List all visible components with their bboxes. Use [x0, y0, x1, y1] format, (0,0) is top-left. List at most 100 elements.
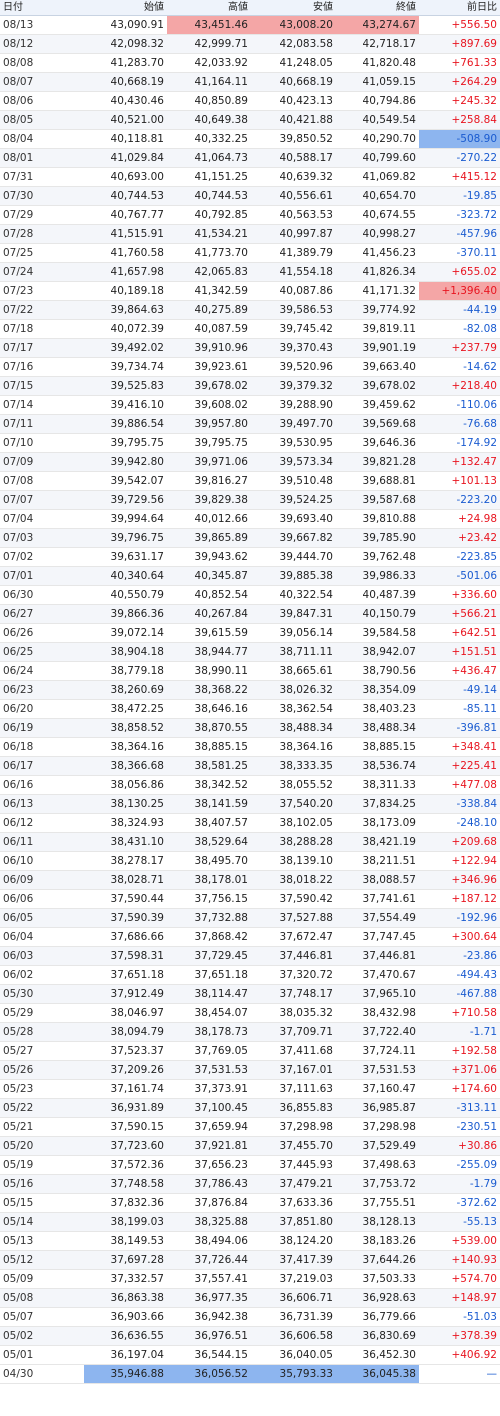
cell-low: 36,855.83 — [251, 1098, 336, 1118]
cell-close: 37,755.51 — [336, 1193, 419, 1213]
cell-date: 07/11 — [0, 414, 84, 434]
table-row: 08/01 41,029.84 41,064.73 40,588.17 40,799.6… — [0, 148, 500, 168]
cell-close: 38,183.26 — [336, 1231, 419, 1251]
cell-open: 37,590.15 — [84, 1117, 167, 1137]
cell-high: 37,557.41 — [167, 1269, 251, 1289]
header-open[interactable]: 始値 — [84, 0, 167, 16]
cell-change: +1,396.40 — [419, 281, 500, 301]
cell-date: 05/12 — [0, 1250, 84, 1270]
table-row: 07/18 40,072.39 40,087.59 39,745.42 39,819.1… — [0, 319, 500, 339]
cell-date: 06/17 — [0, 756, 84, 776]
cell-open: 38,366.68 — [84, 756, 167, 776]
cell-low: 38,665.61 — [251, 661, 336, 681]
cell-low: 37,672.47 — [251, 927, 336, 947]
cell-change: +192.58 — [419, 1041, 500, 1061]
header-low[interactable]: 安値 — [251, 0, 336, 16]
cell-close: 39,785.90 — [336, 528, 419, 548]
cell-open: 37,598.31 — [84, 946, 167, 966]
cell-date: 07/10 — [0, 433, 84, 453]
cell-high: 37,659.94 — [167, 1117, 251, 1137]
cell-close: 36,830.69 — [336, 1326, 419, 1346]
cell-change: -192.96 — [419, 908, 500, 928]
cell-low: 36,606.71 — [251, 1288, 336, 1308]
table-row: 08/12 42,098.32 42,999.71 42,083.58 42,718.1… — [0, 34, 500, 54]
cell-open: 41,515.91 — [84, 224, 167, 244]
cell-low: 40,588.17 — [251, 148, 336, 168]
cell-change: +655.02 — [419, 262, 500, 282]
cell-open: 39,795.75 — [84, 433, 167, 453]
cell-close: 37,834.25 — [336, 794, 419, 814]
cell-date: 06/13 — [0, 794, 84, 814]
cell-close: 41,826.34 — [336, 262, 419, 282]
table-row: 06/16 38,056.86 38,342.52 38,055.52 38,311.3… — [0, 775, 500, 795]
cell-close: 36,928.63 — [336, 1288, 419, 1308]
cell-open: 37,723.60 — [84, 1136, 167, 1156]
cell-open: 38,094.79 — [84, 1022, 167, 1042]
table-row: 05/02 36,636.55 36,976.51 36,606.58 36,830.6… — [0, 1326, 500, 1346]
cell-change: -174.92 — [419, 433, 500, 453]
table-row: 07/24 41,657.98 42,065.83 41,554.18 41,826.3… — [0, 262, 500, 282]
cell-date: 06/03 — [0, 946, 84, 966]
cell-change: — — [419, 1364, 500, 1384]
cell-date: 07/29 — [0, 205, 84, 225]
cell-close: 37,965.10 — [336, 984, 419, 1004]
cell-date: 07/31 — [0, 167, 84, 187]
cell-low: 40,322.54 — [251, 585, 336, 605]
cell-low: 39,379.32 — [251, 376, 336, 396]
header-high[interactable]: 高値 — [167, 0, 251, 16]
cell-change: +258.84 — [419, 110, 500, 130]
cell-high: 41,151.25 — [167, 167, 251, 187]
cell-close: 37,160.47 — [336, 1079, 419, 1099]
cell-close: 39,459.62 — [336, 395, 419, 415]
cell-change: -1.79 — [419, 1174, 500, 1194]
cell-change: +378.39 — [419, 1326, 500, 1346]
cell-close: 37,747.45 — [336, 927, 419, 947]
cell-open: 37,523.37 — [84, 1041, 167, 1061]
cell-open: 40,072.39 — [84, 319, 167, 339]
cell-change: -14.62 — [419, 357, 500, 377]
header-date[interactable]: 日付 — [0, 0, 84, 16]
cell-change: -19.85 — [419, 186, 500, 206]
cell-change: +101.13 — [419, 471, 500, 491]
cell-date: 05/19 — [0, 1155, 84, 1175]
cell-high: 41,773.70 — [167, 243, 251, 263]
cell-low: 39,520.96 — [251, 357, 336, 377]
cell-change: -85.11 — [419, 699, 500, 719]
cell-high: 37,656.23 — [167, 1155, 251, 1175]
table-row: 07/31 40,693.00 41,151.25 40,639.32 41,069.8… — [0, 167, 500, 187]
cell-close: 40,794.86 — [336, 91, 419, 111]
table-row: 05/01 36,197.04 36,544.15 36,040.05 36,452.3… — [0, 1345, 500, 1365]
cell-date: 07/09 — [0, 452, 84, 472]
cell-change: -270.22 — [419, 148, 500, 168]
cell-low: 39,745.42 — [251, 319, 336, 339]
cell-low: 38,055.52 — [251, 775, 336, 795]
cell-open: 38,472.25 — [84, 699, 167, 719]
table-row: 07/25 41,760.58 41,773.70 41,389.79 41,456.2… — [0, 243, 500, 263]
cell-close: 39,688.81 — [336, 471, 419, 491]
cell-high: 40,275.89 — [167, 300, 251, 320]
cell-change: +346.96 — [419, 870, 500, 890]
cell-high: 39,816.27 — [167, 471, 251, 491]
cell-high: 42,065.83 — [167, 262, 251, 282]
header-change[interactable]: 前日比 — [419, 0, 500, 16]
cell-date: 07/04 — [0, 509, 84, 529]
cell-close: 37,446.81 — [336, 946, 419, 966]
table-row: 05/09 37,332.57 37,557.41 37,219.03 37,503.3… — [0, 1269, 500, 1289]
cell-open: 35,946.88 — [84, 1364, 167, 1384]
header-close[interactable]: 終値 — [336, 0, 419, 16]
cell-change: +122.94 — [419, 851, 500, 871]
cell-close: 42,718.17 — [336, 34, 419, 54]
cell-open: 38,904.18 — [84, 642, 167, 662]
cell-close: 41,456.23 — [336, 243, 419, 263]
cell-open: 39,416.10 — [84, 395, 167, 415]
table-row: 08/07 40,668.19 41,164.11 40,668.19 41,059.1… — [0, 72, 500, 92]
cell-close: 41,820.48 — [336, 53, 419, 73]
cell-low: 37,479.21 — [251, 1174, 336, 1194]
cell-low: 36,040.05 — [251, 1345, 336, 1365]
cell-low: 37,411.68 — [251, 1041, 336, 1061]
cell-date: 07/14 — [0, 395, 84, 415]
cell-change: +436.47 — [419, 661, 500, 681]
cell-high: 37,786.43 — [167, 1174, 251, 1194]
cell-open: 39,994.64 — [84, 509, 167, 529]
cell-date: 05/27 — [0, 1041, 84, 1061]
